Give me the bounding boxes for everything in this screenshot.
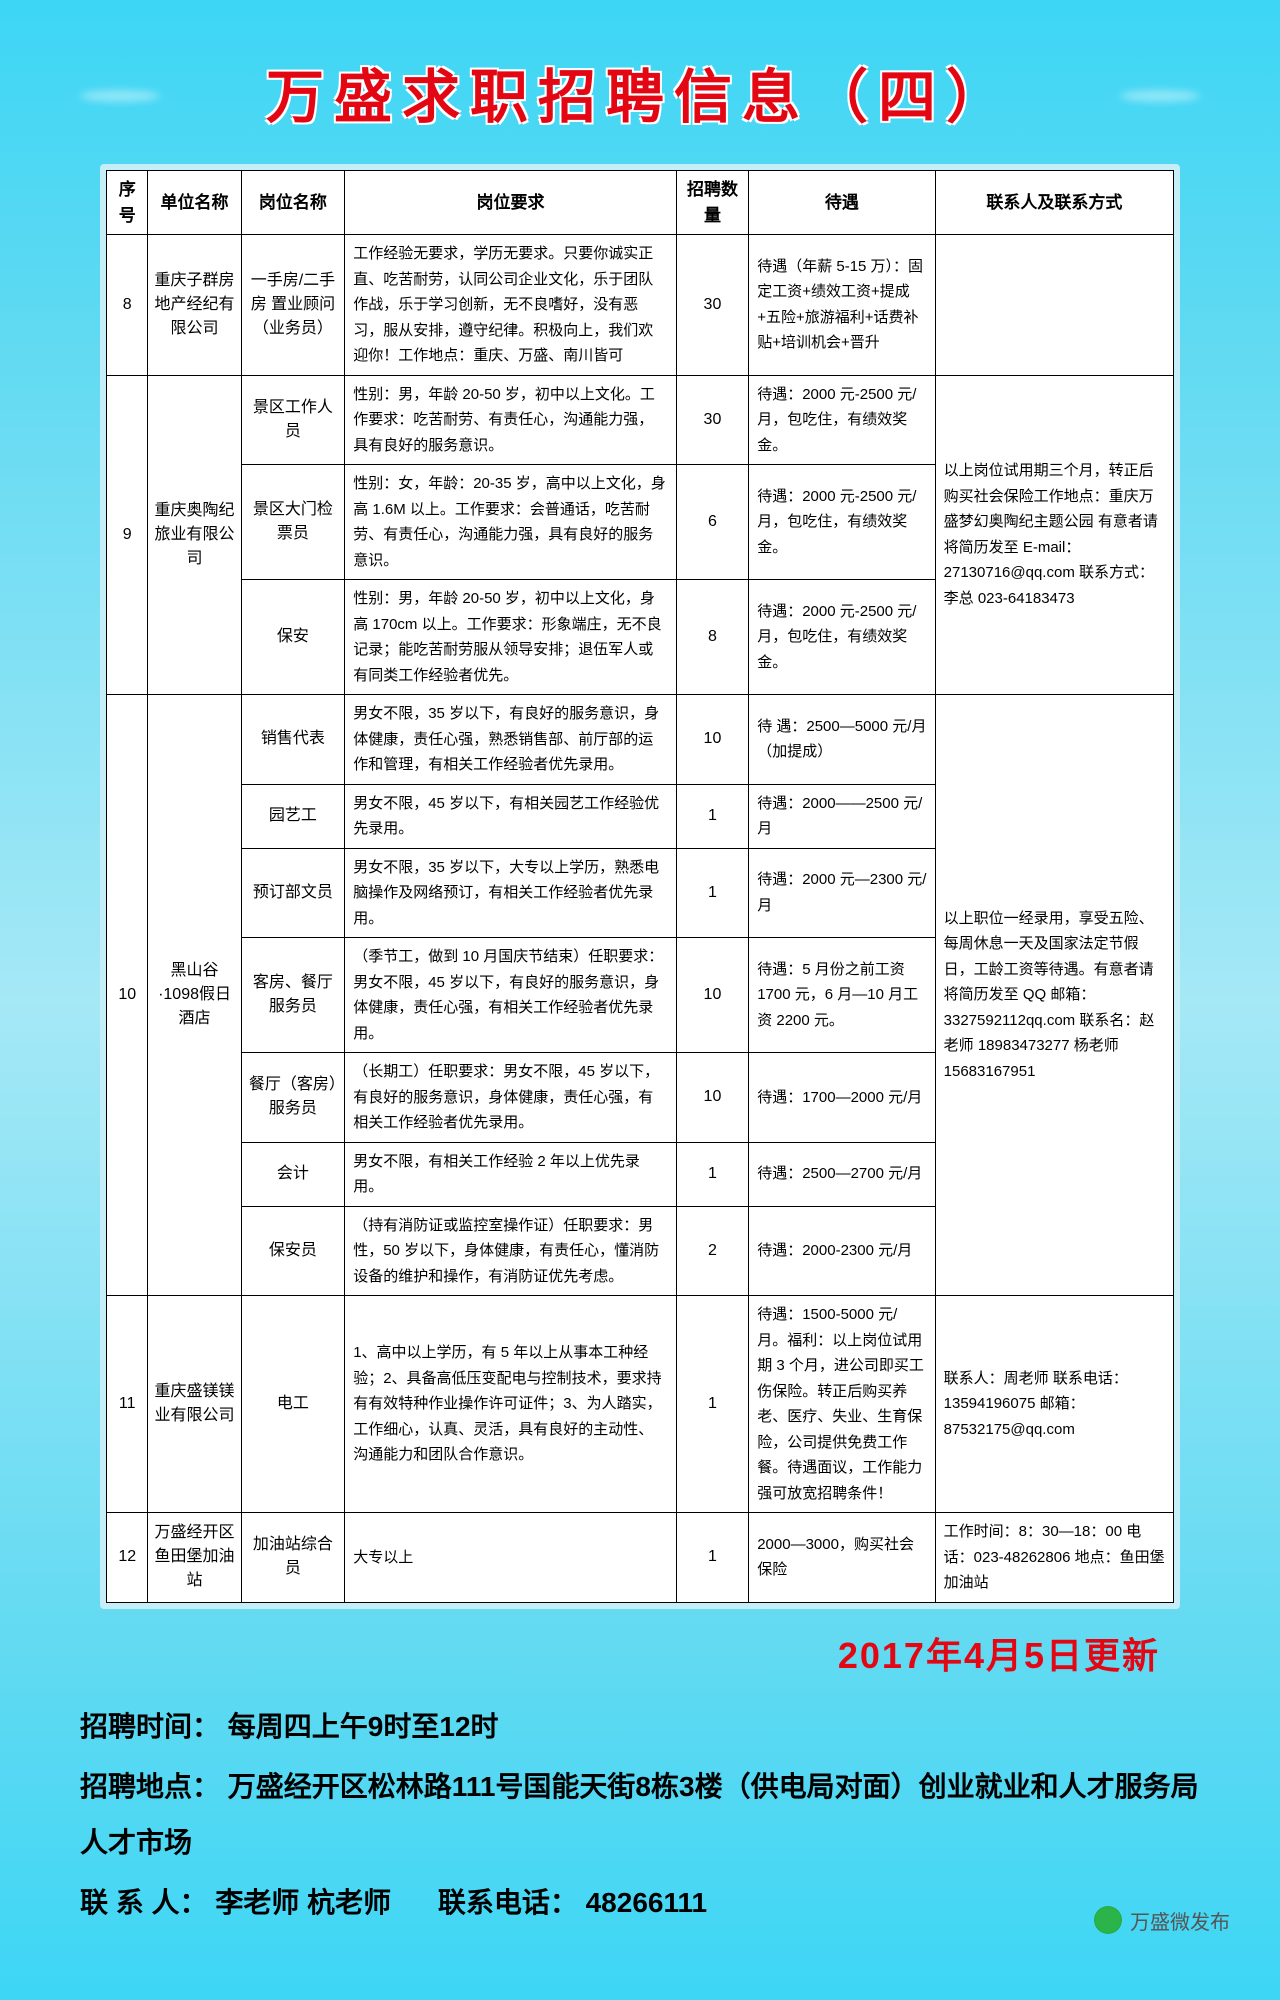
cell-requirement: 男女不限，35 岁以下，大专以上学历，熟悉电脑操作及网络预订，有相关工作经验者优… (345, 848, 676, 938)
cell-idx: 11 (107, 1296, 148, 1513)
th-contact: 联系人及联系方式 (935, 171, 1173, 235)
cell-requirement: 男女不限，35 岁以下，有良好的服务意识，身体健康，责任心强，熟悉销售部、前厅部… (345, 695, 676, 785)
cell-treatment: 待遇：2000 元-2500 元/月，包吃住，有绩效奖金。 (749, 375, 935, 465)
cell-number: 1 (676, 1296, 749, 1513)
cell-position: 客房、餐厅服务员 (241, 938, 345, 1053)
cell-company: 重庆奥陶纪旅业有限公司 (148, 375, 241, 695)
footer-info: 招聘时间： 每周四上午9时至12时 招聘地点： 万盛经开区松林路111号国能天街… (40, 1699, 1240, 1931)
cell-number: 1 (676, 1142, 749, 1206)
cell-requirement: 男女不限，有相关工作经验 2 年以上优先录用。 (345, 1142, 676, 1206)
cell-position: 保安 (241, 580, 345, 695)
cell-requirement: （长期工）任职要求：男女不限，45 岁以下，有良好的服务意识，身体健康，责任心强… (345, 1053, 676, 1143)
watermark-icon (1094, 1906, 1122, 1934)
cell-treatment: 待遇：5 月份之前工资 1700 元，6 月—10 月工资 2200 元。 (749, 938, 935, 1053)
cell-number: 10 (676, 938, 749, 1053)
cell-contact: 以上职位一经录用，享受五险、每周休息一天及国家法定节假日，工龄工资等待遇。有意者… (935, 695, 1173, 1296)
th-number: 招聘数量 (676, 171, 749, 235)
place-value: 万盛经开区松林路111号国能天街8栋3楼（供电局对面）创业就业和人才服务局人才市… (80, 1771, 1199, 1858)
cell-number: 10 (676, 1053, 749, 1143)
cell-treatment: 待遇：2000 元—2300 元/月 (749, 848, 935, 938)
th-position: 岗位名称 (241, 171, 345, 235)
cell-number: 30 (676, 375, 749, 465)
table-row: 10黑山谷·1098假日酒店销售代表男女不限，35 岁以下，有良好的服务意识，身… (107, 695, 1174, 785)
cell-position: 一手房/二手房 置业顾问（业务员） (241, 235, 345, 376)
cell-treatment: 待遇：2500—2700 元/月 (749, 1142, 935, 1206)
table-row: 12万盛经开区鱼田堡加油站加油站综合员大专以上12000—3000，购买社会保险… (107, 1513, 1174, 1603)
cell-position: 园艺工 (241, 784, 345, 848)
cell-number: 8 (676, 580, 749, 695)
cell-contact: 联系人：周老师 联系电话：13594196075 邮箱：87532175@qq.… (935, 1296, 1173, 1513)
time-value: 每周四上午9时至12时 (228, 1711, 499, 1742)
cell-company: 重庆盛镁镁业有限公司 (148, 1296, 241, 1513)
cell-requirement: 男女不限，45 岁以下，有相关园艺工作经验优先录用。 (345, 784, 676, 848)
cell-position: 加油站综合员 (241, 1513, 345, 1603)
cell-requirement: （持有消防证或监控室操作证）任职要求：男性，50 岁以下，身体健康，有责任心，懂… (345, 1206, 676, 1296)
watermark-text: 万盛微发布 (1130, 1906, 1230, 1935)
cell-company: 重庆子群房地产经纪有限公司 (148, 235, 241, 376)
phone-value: 48266111 (586, 1887, 708, 1918)
cell-requirement: 大专以上 (345, 1513, 676, 1603)
table-row: 11重庆盛镁镁业有限公司电工1、高中以上学历，有 5 年以上从事本工种经验；2、… (107, 1296, 1174, 1513)
job-table-wrap: 序号 单位名称 岗位名称 岗位要求 招聘数量 待遇 联系人及联系方式 8重庆子群… (100, 164, 1180, 1609)
time-label: 招聘时间： (80, 1711, 220, 1742)
cell-company: 黑山谷·1098假日酒店 (148, 695, 241, 1296)
cell-treatment: 待遇（年薪 5-15 万）：固定工资+绩效工资+提成+五险+旅游福利+话费补贴+… (749, 235, 935, 376)
cell-requirement: 1、高中以上学历，有 5 年以上从事本工种经验；2、具备高低压变配电与控制技术，… (345, 1296, 676, 1513)
update-date: 2017年4月5日更新 (40, 1627, 1160, 1679)
cell-position: 景区工作人员 (241, 375, 345, 465)
cell-number: 1 (676, 848, 749, 938)
place-label: 招聘地点： (80, 1771, 220, 1802)
cell-requirement: （季节工，做到 10 月国庆节结束）任职要求：男女不限，45 岁以下，有良好的服… (345, 938, 676, 1053)
page-title: 万盛求职招聘信息（四） (40, 50, 1240, 134)
cell-requirement: 性别：男，年龄 20-50 岁，初中以上文化，身高 170cm 以上。工作要求：… (345, 580, 676, 695)
table-header-row: 序号 单位名称 岗位名称 岗位要求 招聘数量 待遇 联系人及联系方式 (107, 171, 1174, 235)
cell-number: 30 (676, 235, 749, 376)
th-treatment: 待遇 (749, 171, 935, 235)
th-idx: 序号 (107, 171, 148, 235)
cell-idx: 12 (107, 1513, 148, 1603)
table-row: 9重庆奥陶纪旅业有限公司景区工作人员性别：男，年龄 20-50 岁，初中以上文化… (107, 375, 1174, 465)
cell-number: 1 (676, 784, 749, 848)
cell-idx: 8 (107, 235, 148, 376)
cell-contact (935, 235, 1173, 376)
cell-position: 餐厅（客房）服务员 (241, 1053, 345, 1143)
cell-number: 2 (676, 1206, 749, 1296)
cell-requirement: 性别：女，年龄：20-35 岁，高中以上文化，身高 1.6M 以上。工作要求：会… (345, 465, 676, 580)
th-requirement: 岗位要求 (345, 171, 676, 235)
cell-number: 6 (676, 465, 749, 580)
job-table: 序号 单位名称 岗位名称 岗位要求 招聘数量 待遇 联系人及联系方式 8重庆子群… (106, 170, 1174, 1603)
cell-position: 预订部文员 (241, 848, 345, 938)
cell-position: 景区大门检票员 (241, 465, 345, 580)
cell-treatment: 待遇：1500-5000 元/月。福利：以上岗位试用期 3 个月，进公司即买工伤… (749, 1296, 935, 1513)
cell-company: 万盛经开区鱼田堡加油站 (148, 1513, 241, 1603)
cell-idx: 9 (107, 375, 148, 695)
contact-value: 李老师 杭老师 (215, 1887, 391, 1918)
table-body: 8重庆子群房地产经纪有限公司一手房/二手房 置业顾问（业务员）工作经验无要求，学… (107, 235, 1174, 1603)
cell-position: 销售代表 (241, 695, 345, 785)
watermark: 万盛微发布 (1094, 1906, 1230, 1935)
cell-requirement: 工作经验无要求，学历无要求。只要你诚实正直、吃苦耐劳，认同公司企业文化，乐于团队… (345, 235, 676, 376)
cell-number: 1 (676, 1513, 749, 1603)
cell-treatment: 待遇：2000 元-2500 元/月，包吃住，有绩效奖金。 (749, 580, 935, 695)
cell-treatment: 待遇：1700—2000 元/月 (749, 1053, 935, 1143)
cell-contact: 工作时间：8：30—18：00 电话：023-48262806 地点：鱼田堡加油… (935, 1513, 1173, 1603)
cell-contact: 以上岗位试用期三个月，转正后购买社会保险工作地点：重庆万盛梦幻奥陶纪主题公园 有… (935, 375, 1173, 695)
phone-label: 联系电话： (438, 1887, 578, 1918)
contact-label: 联 系 人： (80, 1887, 208, 1918)
cell-idx: 10 (107, 695, 148, 1296)
cell-treatment: 待遇：2000 元-2500 元/月，包吃住，有绩效奖金。 (749, 465, 935, 580)
cell-position: 会计 (241, 1142, 345, 1206)
cell-treatment: 2000—3000，购买社会保险 (749, 1513, 935, 1603)
cell-requirement: 性别：男，年龄 20-50 岁，初中以上文化。工作要求：吃苦耐劳、有责任心，沟通… (345, 375, 676, 465)
cell-treatment: 待遇：2000-2300 元/月 (749, 1206, 935, 1296)
th-company: 单位名称 (148, 171, 241, 235)
cell-number: 10 (676, 695, 749, 785)
cell-treatment: 待遇：2000——2500 元/月 (749, 784, 935, 848)
cell-position: 保安员 (241, 1206, 345, 1296)
cell-treatment: 待 遇：2500—5000 元/月（加提成） (749, 695, 935, 785)
table-row: 8重庆子群房地产经纪有限公司一手房/二手房 置业顾问（业务员）工作经验无要求，学… (107, 235, 1174, 376)
cell-position: 电工 (241, 1296, 345, 1513)
